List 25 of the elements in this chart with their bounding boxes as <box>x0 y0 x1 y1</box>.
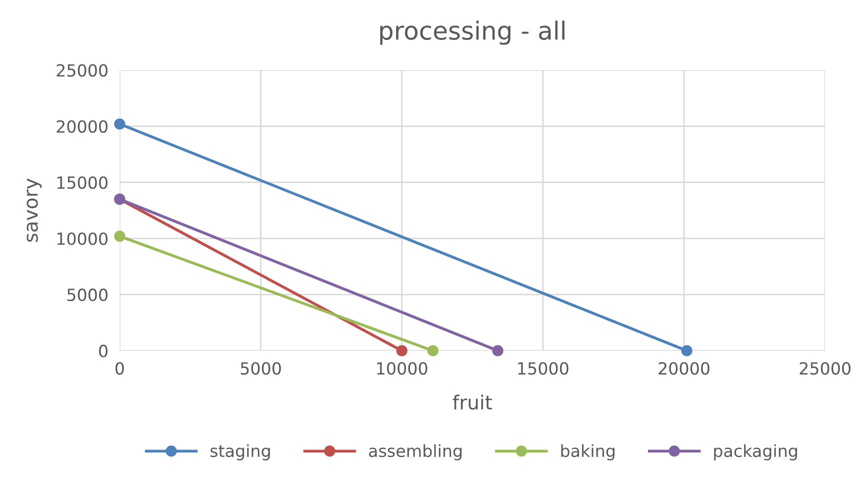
y-tick-label: 10000 <box>57 232 108 246</box>
point <box>114 118 126 130</box>
point <box>114 230 126 242</box>
y-tick-label: 20000 <box>56 120 108 133</box>
point <box>427 345 438 356</box>
y-tick-label: 15000 <box>57 176 108 189</box>
x-tick-label: 15000 <box>518 362 568 375</box>
y-tick-label: 0 <box>99 344 108 358</box>
x-tick-label: 20000 <box>658 362 710 375</box>
y-tick-label: 25000 <box>56 64 108 77</box>
point <box>396 345 408 356</box>
x-tick-label: 25000 <box>800 362 850 375</box>
x-tick-label: 10000 <box>377 362 428 375</box>
point <box>681 345 692 356</box>
legend-label: packaging <box>714 444 798 460</box>
x-tick-label: 5000 <box>240 362 281 375</box>
x-axis-title: fruit <box>452 394 492 410</box>
point <box>492 345 504 356</box>
y-tick-label: 5000 <box>67 288 108 302</box>
x-tick-label: 0 <box>115 362 124 375</box>
y-axis-title: savory <box>26 178 42 242</box>
legend-label: assembling <box>369 444 462 460</box>
chart-title: processing - all <box>380 20 564 45</box>
legend-label: baking <box>561 444 614 460</box>
legend-label: staging <box>210 444 270 460</box>
